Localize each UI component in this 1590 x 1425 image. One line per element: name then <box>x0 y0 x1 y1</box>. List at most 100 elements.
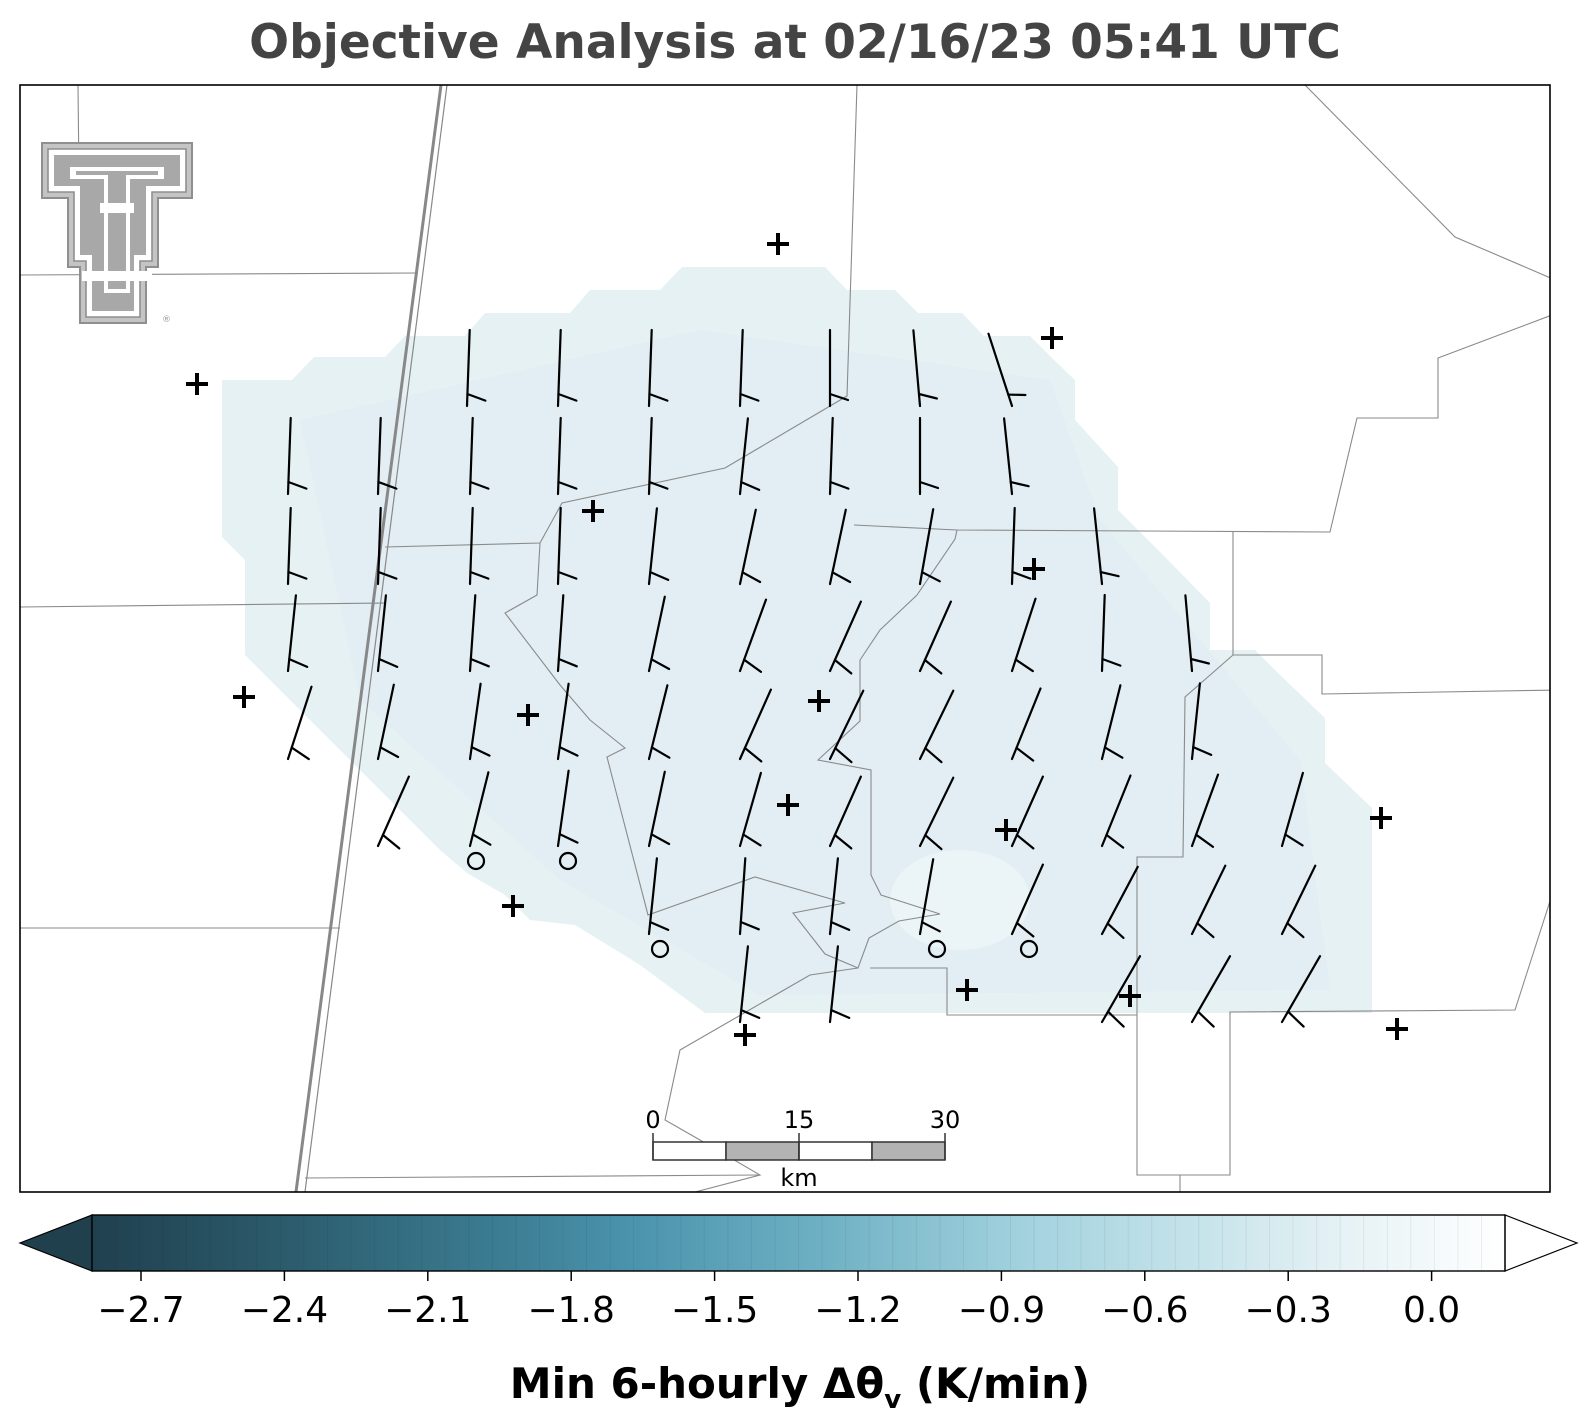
wind-barb-flag <box>833 833 853 850</box>
station-markers <box>186 233 1408 1046</box>
wind-barb-flag <box>287 570 308 580</box>
wind-barb-flag <box>379 746 400 759</box>
wind-barb-flag <box>1189 657 1211 665</box>
colorbar-tick-label: −1.5 <box>671 1290 758 1331</box>
scale-label-15: 15 <box>784 1106 815 1134</box>
station-plus-marker <box>956 979 978 1001</box>
wind-barb-flag <box>471 833 492 846</box>
wind-barb-flag <box>833 658 853 675</box>
colorbar-bands <box>115 1215 1482 1271</box>
calm-wind-circle <box>558 851 578 871</box>
station-plus-marker <box>734 1024 756 1046</box>
wind-barb-flag <box>920 571 941 583</box>
wind-barb-flag <box>1105 833 1125 849</box>
wind-barb-flag <box>1099 571 1120 578</box>
scale-unit-label: km <box>780 1164 817 1192</box>
colorbar-tick-label: −1.8 <box>527 1290 614 1331</box>
wind-barb-flag <box>649 920 670 932</box>
colorbar-tick-label: −0.3 <box>1244 1290 1331 1331</box>
colorbar: −2.7 −2.4 −2.1 −1.8 −1.5 −1.2 −0.9 −0.6 −0.3 0.0 … <box>18 1214 1579 1415</box>
station-plus-marker <box>767 233 789 255</box>
wind-barb-flag <box>742 833 762 847</box>
scale-bar: 0 15 30 km <box>645 1106 960 1192</box>
wind-barb-flag <box>742 658 763 674</box>
colorbar-body <box>92 1215 1505 1271</box>
wind-barb-flag <box>557 657 578 668</box>
wind-barb-flag <box>466 392 487 402</box>
wind-barb-flag <box>1015 746 1035 762</box>
wind-barb-flag <box>1009 481 1030 488</box>
station-plus-marker <box>1370 807 1392 829</box>
colorbar-ticks: −2.7 −2.4 −2.1 −1.8 −1.5 −1.2 −0.9 −0.6 −0.3 0.0 <box>97 1271 1460 1331</box>
map-frame <box>19 84 1551 1193</box>
colorbar-tick-label: −0.9 <box>958 1290 1045 1331</box>
wind-barb-flag <box>740 481 761 491</box>
colorbar-tick-label: −0.6 <box>1101 1290 1188 1331</box>
registered-mark: ® <box>162 315 171 325</box>
wind-barb-flag <box>739 920 760 931</box>
station-plus-marker <box>1386 1018 1408 1040</box>
wind-barb-flag <box>1194 833 1215 849</box>
colorbar-tick-label: −2.4 <box>241 1290 328 1331</box>
wind-barb-flag <box>918 480 940 490</box>
wind-barb-flag <box>1196 1010 1215 1028</box>
wind-barb-flag <box>1015 921 1035 938</box>
wind-barb-flag <box>1196 922 1215 939</box>
calm-wind-circle <box>927 939 947 959</box>
wind-barb-flag <box>558 745 579 757</box>
wind-barb-flag <box>743 746 763 763</box>
wind-barb-flag <box>834 747 853 764</box>
wind-barb-flag <box>830 920 851 932</box>
wind-barb-flag <box>1015 833 1035 850</box>
station-plus-marker <box>582 500 604 522</box>
wind-barb-flag <box>648 392 669 402</box>
wind-barb-flag <box>288 657 309 669</box>
scale-label-30: 30 <box>930 1106 961 1134</box>
wind-barb-flag <box>924 834 943 851</box>
colorbar-label: Min 6-hourly Δθv (K/min) <box>510 1359 1090 1415</box>
station-plus-marker <box>808 690 830 712</box>
wind-barb-flag <box>469 657 490 668</box>
wind-barb-flag <box>1106 922 1125 940</box>
station-plus-marker <box>502 895 524 917</box>
wind-barb-flag <box>1106 1010 1125 1028</box>
wind-barb-flag <box>828 392 850 402</box>
wind-barb-flag <box>649 571 670 581</box>
wind-barb-flag <box>469 570 490 580</box>
wind-barb-flag <box>558 832 579 844</box>
wind-barb-flag <box>1286 1010 1305 1028</box>
scale-label-0: 0 <box>645 1106 660 1134</box>
station-plus-marker <box>777 794 799 816</box>
analysis-shaded-light-patch <box>890 850 1030 950</box>
wind-barb-flag <box>1286 922 1305 939</box>
station-plus-marker <box>1119 985 1141 1007</box>
map-panel: ® 0 15 30 km <box>20 85 1550 1192</box>
station-plus-marker <box>995 819 1017 841</box>
colorbar-tick-label: −1.2 <box>814 1290 901 1331</box>
wind-barb-flag <box>1011 570 1032 580</box>
analysis-shaded-inner <box>300 330 1330 995</box>
wind-barb-flag <box>923 658 943 675</box>
wind-barb-flag <box>1101 657 1122 667</box>
wind-barb-flag <box>469 480 490 490</box>
wind-barb-flag <box>739 392 760 402</box>
wind-barb-flag <box>1284 833 1304 847</box>
calm-wind-circles <box>466 851 1039 959</box>
county-boundaries <box>20 85 1550 1192</box>
colorbar-extend-high <box>1504 1214 1579 1272</box>
wind-barb-flag <box>650 658 671 671</box>
calm-wind-circle <box>1019 939 1039 959</box>
wind-barb-flag <box>377 480 398 490</box>
station-plus-marker <box>1023 558 1045 580</box>
calm-wind-circle <box>650 939 670 959</box>
wind-barb-flag <box>829 480 850 490</box>
wind-barb-flag <box>740 1008 761 1020</box>
wind-barb-flag <box>648 480 669 490</box>
wind-barb-flag <box>831 571 852 584</box>
figure-title: Objective Analysis at 02/16/23 05:41 UTC <box>249 15 1341 70</box>
wind-barb-flag <box>378 657 399 669</box>
calm-wind-circle <box>466 851 486 871</box>
colorbar-label-subscript: v <box>884 1385 901 1415</box>
station-plus-marker <box>233 686 255 708</box>
